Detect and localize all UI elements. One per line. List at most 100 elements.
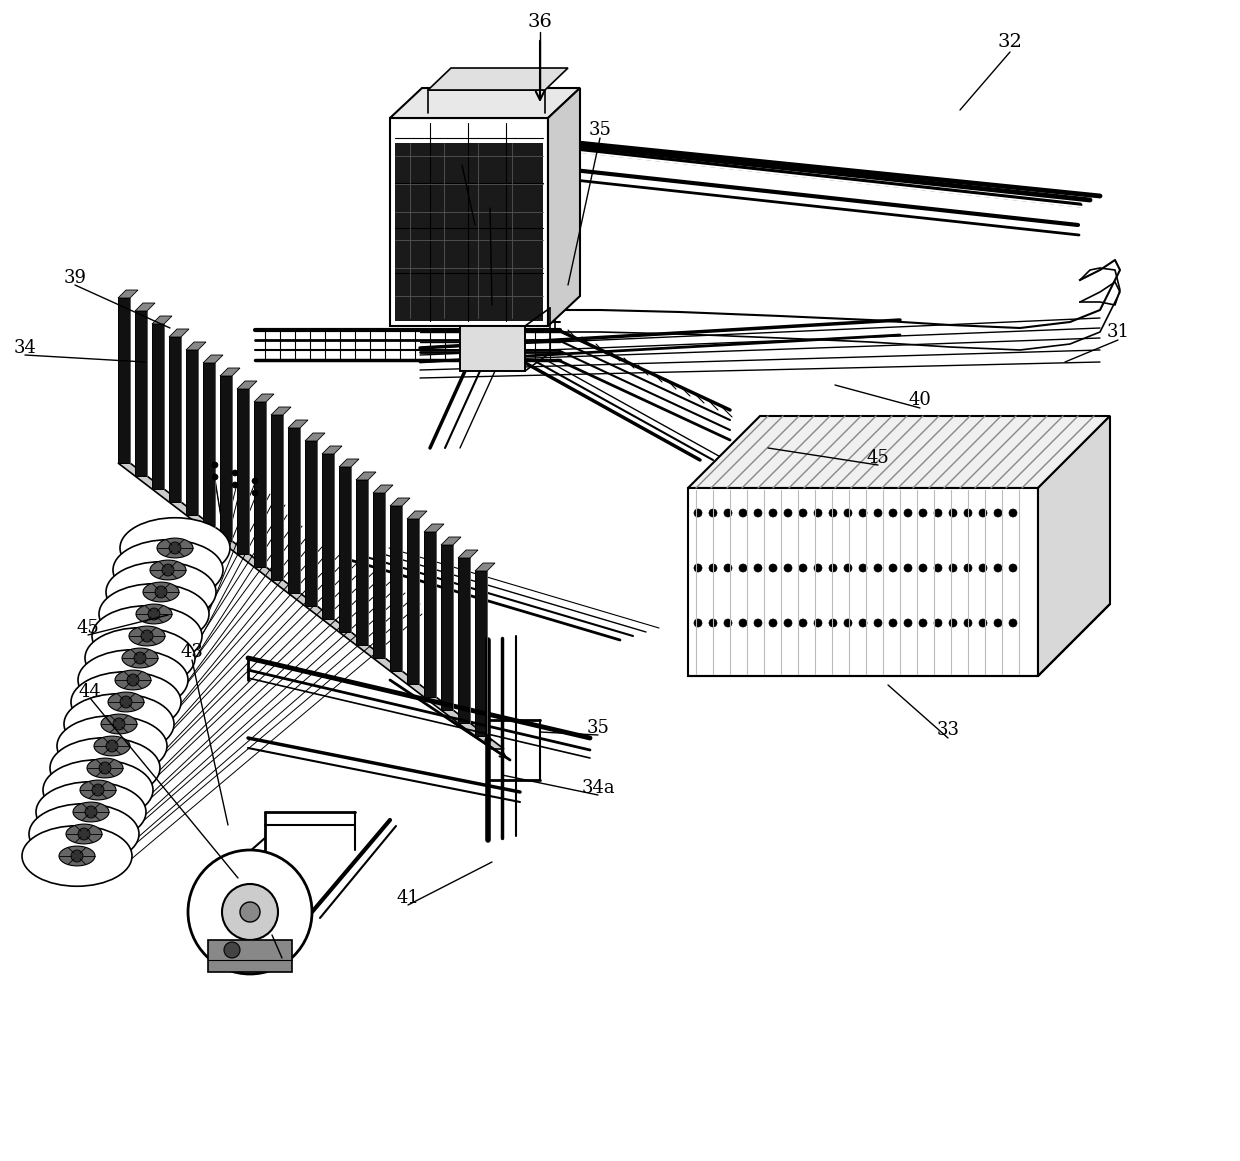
Polygon shape <box>203 363 215 528</box>
Circle shape <box>784 564 792 572</box>
Circle shape <box>188 850 312 974</box>
Text: 35: 35 <box>589 121 611 139</box>
Polygon shape <box>288 420 308 428</box>
Polygon shape <box>688 416 1110 488</box>
Polygon shape <box>135 311 148 476</box>
Polygon shape <box>305 441 317 606</box>
Polygon shape <box>407 511 427 519</box>
Text: 37: 37 <box>450 149 474 167</box>
Circle shape <box>830 619 837 627</box>
Circle shape <box>919 509 928 517</box>
Circle shape <box>724 619 732 627</box>
Text: 43: 43 <box>181 643 203 661</box>
Circle shape <box>78 828 91 841</box>
Circle shape <box>844 564 852 572</box>
Circle shape <box>252 490 258 496</box>
Ellipse shape <box>66 824 102 844</box>
Circle shape <box>126 675 139 686</box>
Ellipse shape <box>136 604 172 623</box>
Circle shape <box>799 619 807 627</box>
Polygon shape <box>272 414 283 580</box>
Circle shape <box>739 564 746 572</box>
Circle shape <box>904 564 911 572</box>
Circle shape <box>694 509 702 517</box>
Ellipse shape <box>157 538 193 558</box>
Polygon shape <box>424 524 444 532</box>
Circle shape <box>709 564 717 572</box>
Polygon shape <box>688 488 1038 676</box>
Ellipse shape <box>115 670 151 690</box>
Polygon shape <box>118 298 130 463</box>
Circle shape <box>784 509 792 517</box>
Circle shape <box>904 619 911 627</box>
Circle shape <box>1009 619 1017 627</box>
Polygon shape <box>396 143 543 320</box>
Circle shape <box>694 619 702 627</box>
Polygon shape <box>208 940 291 972</box>
Circle shape <box>874 619 882 627</box>
Circle shape <box>1009 564 1017 572</box>
Circle shape <box>963 564 972 572</box>
Polygon shape <box>322 454 334 619</box>
Polygon shape <box>322 446 342 454</box>
Ellipse shape <box>94 736 130 756</box>
Ellipse shape <box>60 846 95 866</box>
Circle shape <box>120 695 131 708</box>
Circle shape <box>949 509 957 517</box>
Circle shape <box>134 652 146 664</box>
Circle shape <box>724 564 732 572</box>
Circle shape <box>980 619 987 627</box>
Circle shape <box>889 509 897 517</box>
Ellipse shape <box>100 714 136 734</box>
Polygon shape <box>305 433 325 441</box>
Ellipse shape <box>120 518 229 578</box>
Circle shape <box>874 509 882 517</box>
Polygon shape <box>219 368 241 376</box>
Ellipse shape <box>150 560 186 579</box>
Circle shape <box>769 564 777 572</box>
Polygon shape <box>254 394 274 402</box>
Circle shape <box>813 509 822 517</box>
Ellipse shape <box>105 562 216 622</box>
Ellipse shape <box>129 626 165 646</box>
Circle shape <box>739 619 746 627</box>
Circle shape <box>71 850 83 861</box>
Circle shape <box>92 784 104 796</box>
Polygon shape <box>339 459 360 467</box>
Circle shape <box>904 509 911 517</box>
Polygon shape <box>153 316 172 324</box>
Circle shape <box>949 619 957 627</box>
Circle shape <box>212 462 218 468</box>
Circle shape <box>859 619 867 627</box>
Circle shape <box>919 564 928 572</box>
Polygon shape <box>356 479 368 646</box>
Circle shape <box>754 564 763 572</box>
Text: 45: 45 <box>867 449 889 467</box>
Circle shape <box>155 586 167 598</box>
Circle shape <box>830 509 837 517</box>
Ellipse shape <box>99 584 210 644</box>
Ellipse shape <box>36 781 146 842</box>
Circle shape <box>980 509 987 517</box>
Text: 41: 41 <box>397 889 419 907</box>
Circle shape <box>212 474 218 479</box>
Polygon shape <box>203 355 223 363</box>
Polygon shape <box>373 485 393 493</box>
Circle shape <box>963 509 972 517</box>
Circle shape <box>1009 509 1017 517</box>
Ellipse shape <box>78 650 188 711</box>
Text: 35: 35 <box>587 719 609 737</box>
Circle shape <box>241 902 260 922</box>
Circle shape <box>830 564 837 572</box>
Circle shape <box>844 509 852 517</box>
Circle shape <box>148 608 160 620</box>
Circle shape <box>113 717 125 730</box>
Circle shape <box>994 564 1002 572</box>
Ellipse shape <box>92 606 202 666</box>
Polygon shape <box>237 381 257 389</box>
Polygon shape <box>428 68 568 91</box>
Ellipse shape <box>71 672 181 733</box>
Polygon shape <box>441 545 453 711</box>
Ellipse shape <box>87 758 123 778</box>
Circle shape <box>754 619 763 627</box>
